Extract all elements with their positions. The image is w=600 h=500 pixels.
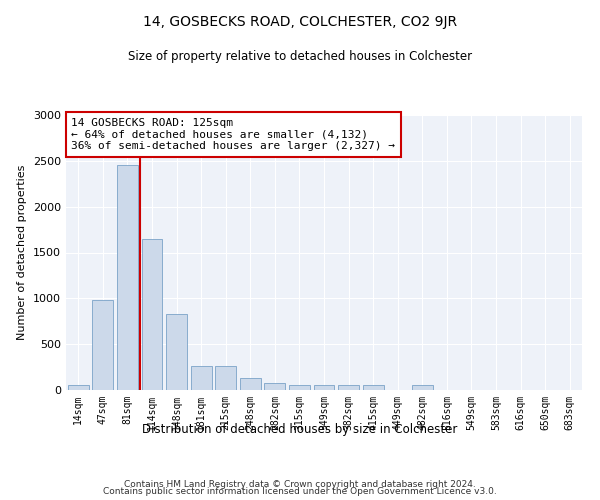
Text: Distribution of detached houses by size in Colchester: Distribution of detached houses by size … xyxy=(142,422,458,436)
Text: Size of property relative to detached houses in Colchester: Size of property relative to detached ho… xyxy=(128,50,472,63)
Bar xyxy=(362,385,383,390)
Bar xyxy=(338,385,359,390)
Bar xyxy=(68,385,89,390)
Bar xyxy=(191,366,212,390)
Bar xyxy=(117,164,138,390)
Bar xyxy=(314,385,334,390)
Bar xyxy=(412,385,433,390)
Text: Contains HM Land Registry data © Crown copyright and database right 2024.: Contains HM Land Registry data © Crown c… xyxy=(124,480,476,489)
Bar xyxy=(265,383,286,390)
Bar xyxy=(166,314,187,390)
Text: Contains public sector information licensed under the Open Government Licence v3: Contains public sector information licen… xyxy=(103,488,497,496)
Bar xyxy=(215,366,236,390)
Text: 14 GOSBECKS ROAD: 125sqm
← 64% of detached houses are smaller (4,132)
36% of sem: 14 GOSBECKS ROAD: 125sqm ← 64% of detach… xyxy=(71,118,395,151)
Y-axis label: Number of detached properties: Number of detached properties xyxy=(17,165,28,340)
Bar xyxy=(240,378,261,390)
Bar xyxy=(142,239,163,390)
Bar xyxy=(289,385,310,390)
Text: 14, GOSBECKS ROAD, COLCHESTER, CO2 9JR: 14, GOSBECKS ROAD, COLCHESTER, CO2 9JR xyxy=(143,15,457,29)
Bar xyxy=(92,300,113,390)
